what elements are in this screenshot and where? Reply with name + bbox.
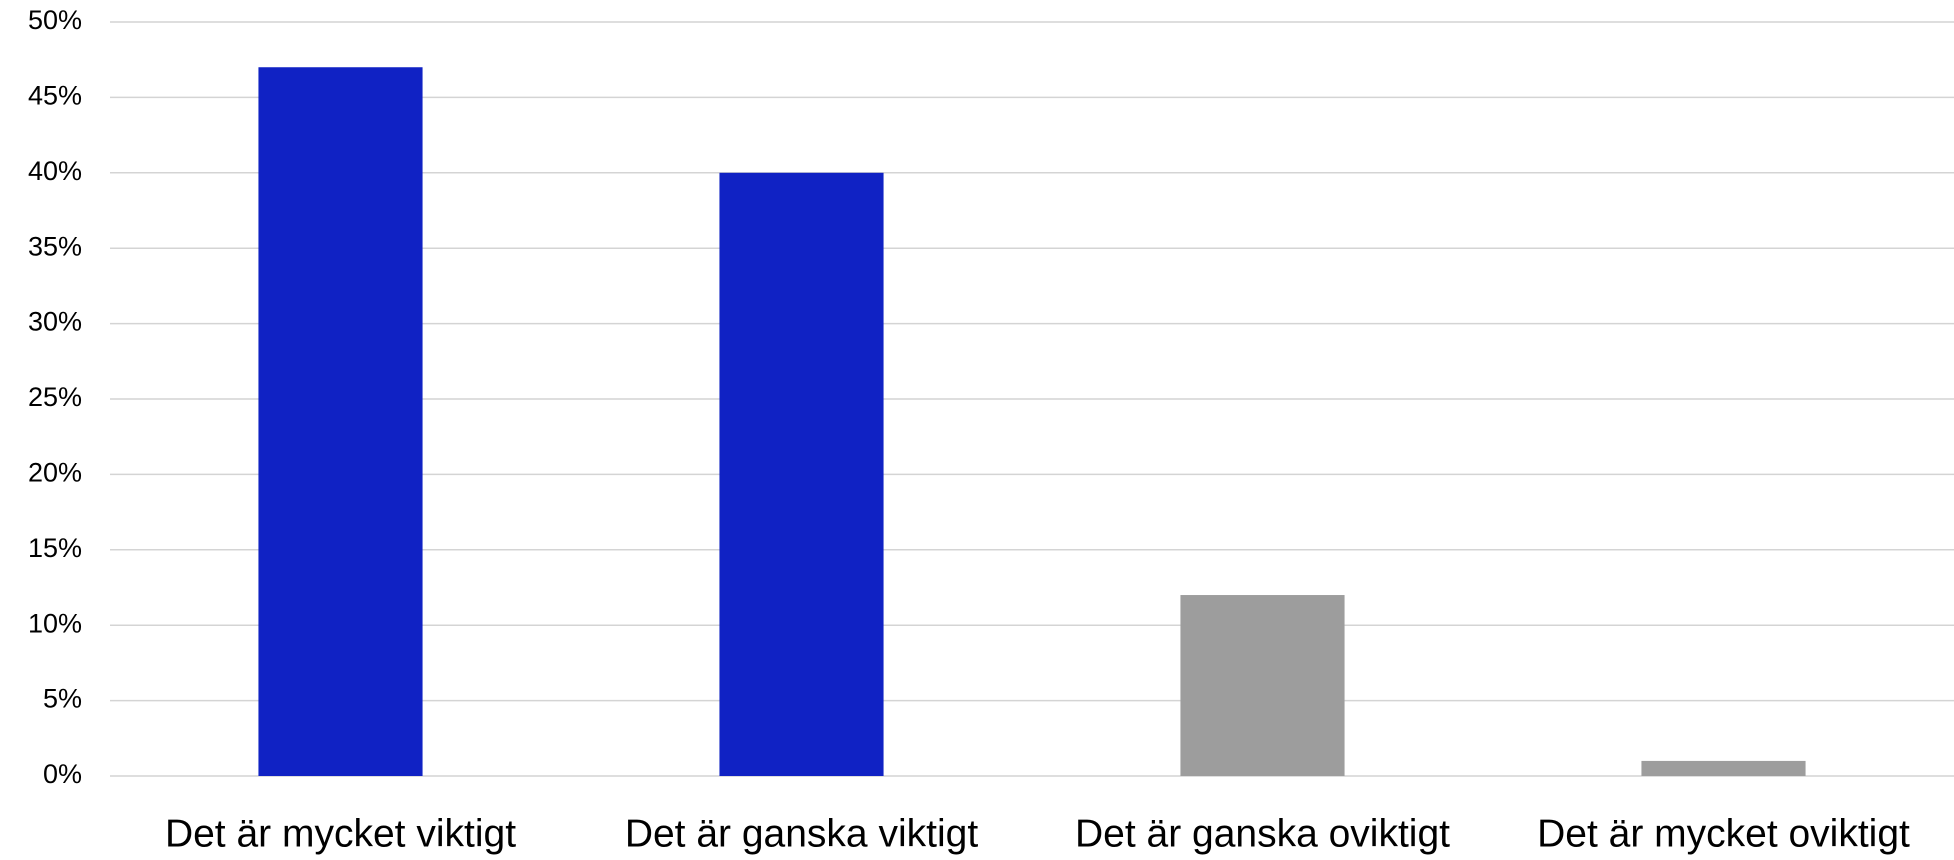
y-tick-label: 45% <box>28 81 82 111</box>
y-tick-label: 20% <box>28 458 82 488</box>
y-tick-label: 10% <box>28 608 82 638</box>
y-tick-label: 40% <box>28 156 82 186</box>
y-tick-label: 25% <box>28 382 82 412</box>
x-tick-label: Det är mycket oviktigt <box>1537 812 1910 855</box>
bar <box>719 172 884 777</box>
y-tick-label: 35% <box>28 231 82 261</box>
y-tick-label: 0% <box>43 759 82 789</box>
bar <box>1641 760 1806 776</box>
bar <box>1180 595 1345 776</box>
y-tick-label: 30% <box>28 307 82 337</box>
y-tick-label: 5% <box>43 684 82 714</box>
x-tick-label: Det är mycket viktigt <box>165 812 516 855</box>
y-tick-label: 15% <box>28 533 82 563</box>
y-tick-label: 50% <box>28 5 82 35</box>
x-tick-label: Det är ganska viktigt <box>625 812 978 855</box>
x-tick-label: Det är ganska oviktigt <box>1075 812 1450 855</box>
bar <box>258 67 423 777</box>
